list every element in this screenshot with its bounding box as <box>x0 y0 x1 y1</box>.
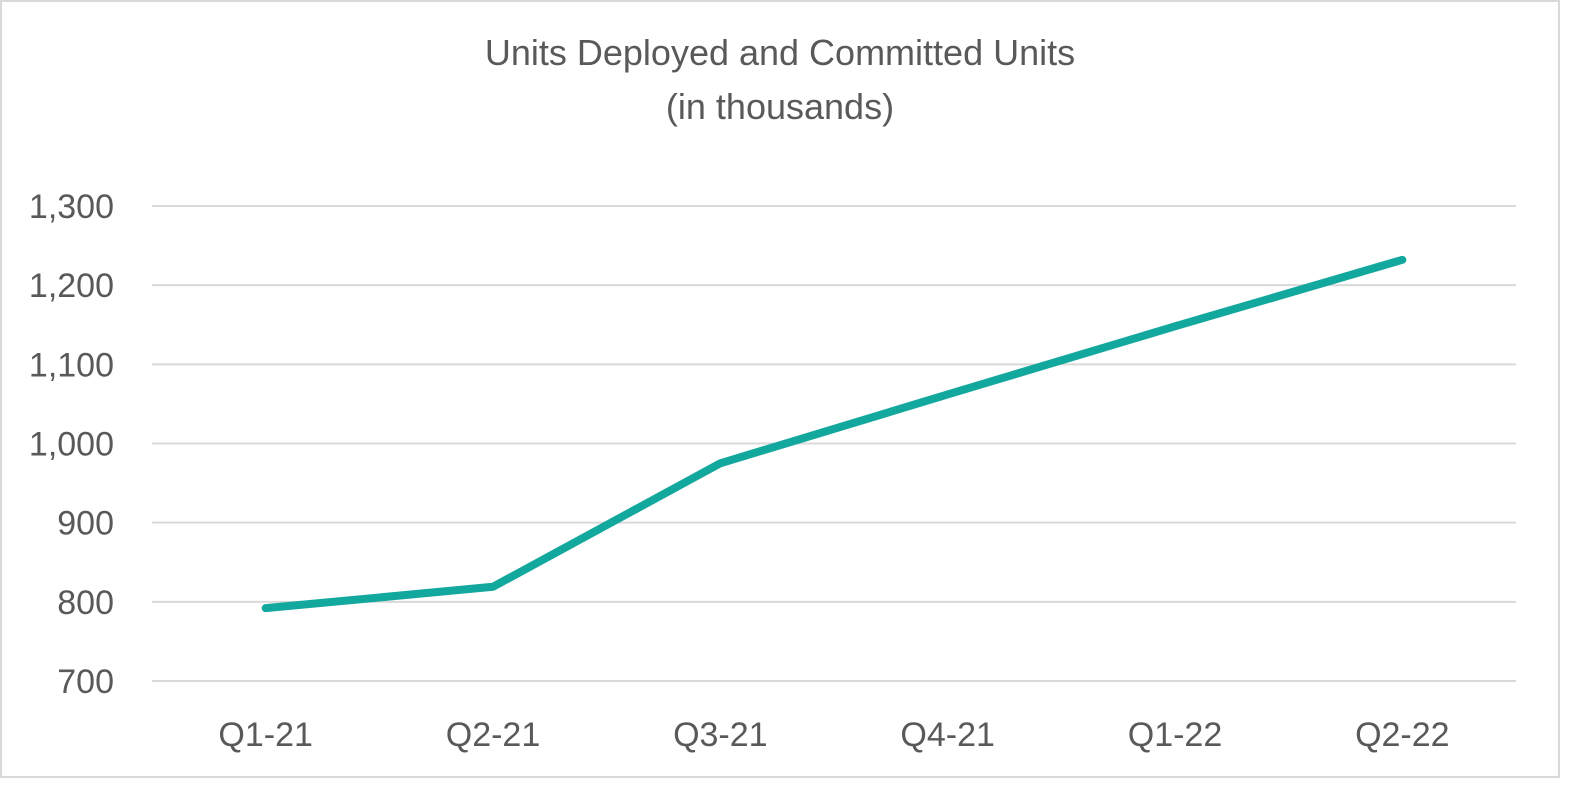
x-tick-label: Q1-21 <box>218 716 313 754</box>
x-axis-tick-labels: Q1-21 Q2-21 Q3-21 Q4-21 Q1-22 Q2-22 <box>218 716 1449 754</box>
chart-frame <box>0 0 1560 778</box>
y-tick-label: 1,000 <box>29 426 114 464</box>
y-tick-label: 1,300 <box>29 188 114 226</box>
y-tick-label: 1,100 <box>29 346 114 384</box>
y-tick-label: 800 <box>57 584 114 622</box>
series-layer <box>261 255 1407 613</box>
series-line <box>261 255 1407 613</box>
x-tick-label: Q3-21 <box>673 716 768 754</box>
y-tick-label: 700 <box>57 663 114 701</box>
gridlines <box>152 205 1516 682</box>
x-tick-label: Q2-22 <box>1355 716 1450 754</box>
x-tick-label: Q4-21 <box>900 716 995 754</box>
x-tick-label: Q1-22 <box>1128 716 1223 754</box>
y-axis-tick-labels: 700 800 900 1,000 1,100 1,200 1,300 <box>29 188 114 701</box>
chart-title: Units Deployed and Committed Units <box>484 32 1076 73</box>
line-chart: 700 800 900 1,000 1,100 1,200 1,300 Q1-21 Q2-21… <box>29 188 1516 754</box>
chart-subtitle: (in thousands) <box>665 86 895 127</box>
y-tick-label: 900 <box>57 505 114 543</box>
y-tick-label: 1,200 <box>29 267 114 305</box>
x-tick-label: Q2-21 <box>446 716 541 754</box>
chart-title-block: Units Deployed and Committed Units (in t… <box>0 26 1560 134</box>
